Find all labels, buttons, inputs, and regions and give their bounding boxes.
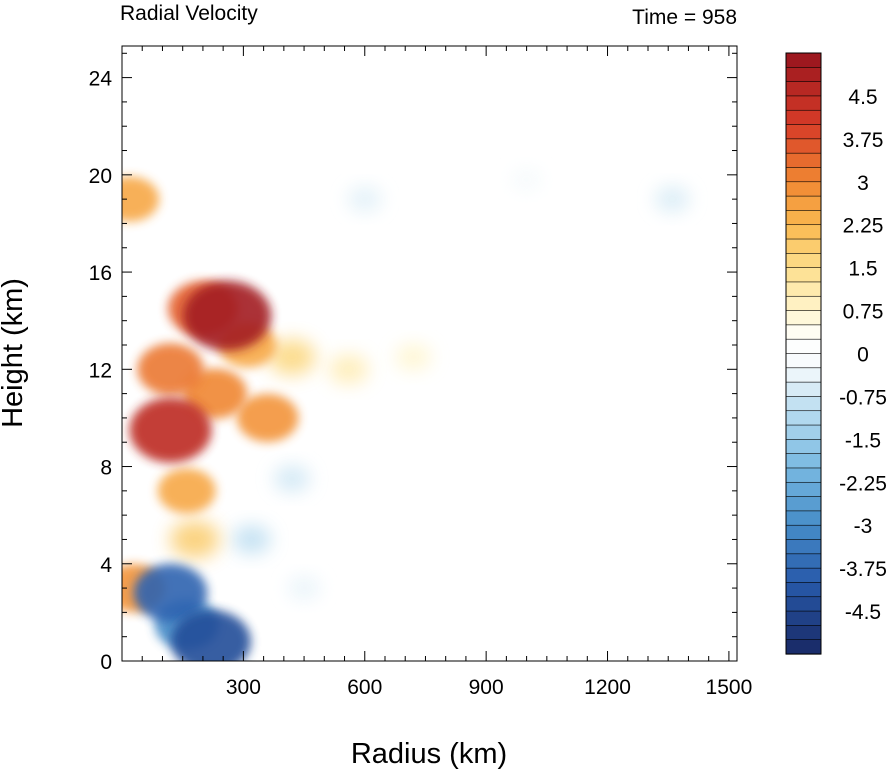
colorbar-swatch bbox=[785, 195, 822, 212]
colorbar-swatch bbox=[785, 610, 822, 626]
heatmap-cell bbox=[273, 465, 311, 493]
colorbar-swatch bbox=[785, 267, 822, 283]
heatmap-field bbox=[122, 168, 690, 661]
colorbar-label: 3.75 bbox=[843, 129, 884, 152]
colorbar-label: -3.75 bbox=[839, 558, 887, 581]
colorbar-swatch bbox=[785, 539, 822, 555]
heatmap-cell bbox=[232, 524, 271, 554]
colorbar-label: -4.5 bbox=[845, 601, 881, 624]
heatmap-cell bbox=[122, 176, 160, 222]
y-tick-label: 24 bbox=[89, 68, 113, 91]
colorbar-swatch bbox=[785, 238, 822, 254]
colorbar-swatch bbox=[785, 367, 822, 383]
colorbar-swatch bbox=[785, 639, 822, 655]
colorbar-swatch bbox=[785, 567, 822, 584]
heatmap-cell bbox=[137, 343, 204, 396]
colorbar-swatch bbox=[785, 210, 822, 226]
x-tick-label: 1500 bbox=[706, 676, 753, 699]
colorbar-swatch bbox=[785, 381, 822, 398]
heatmap-cell bbox=[129, 397, 212, 463]
colorbar-swatch bbox=[785, 353, 822, 369]
colorbar-label: 1.5 bbox=[848, 258, 877, 281]
heatmap-cell bbox=[287, 576, 321, 601]
colorbar-swatch bbox=[785, 467, 822, 483]
axis-ticks: 300 600 900 1200 1500 0 4 8 12 16 20 24 bbox=[89, 46, 753, 699]
heatmap-cell bbox=[347, 186, 382, 212]
colorbar-label: -0.75 bbox=[839, 386, 887, 409]
heatmap-cell bbox=[133, 563, 208, 622]
y-axis-label: Height (km) bbox=[0, 278, 29, 428]
heatmap-cell bbox=[170, 520, 220, 559]
colorbar-swatch bbox=[785, 67, 822, 83]
colorbar-swatch bbox=[785, 109, 822, 126]
x-tick-label: 300 bbox=[226, 676, 261, 699]
colorbar-swatch bbox=[785, 439, 822, 455]
colorbar-swatch bbox=[785, 295, 822, 312]
heatmap-cell bbox=[157, 468, 216, 514]
heatmap-cell bbox=[183, 280, 272, 351]
colorbar-label: -1.5 bbox=[845, 429, 881, 452]
heatmap-cell bbox=[268, 339, 316, 376]
colorbar-label: -3 bbox=[854, 515, 873, 538]
chart-subtitle: Time = 958 bbox=[632, 6, 737, 29]
x-tick-label: 900 bbox=[469, 676, 504, 699]
colorbar-swatch bbox=[785, 167, 822, 183]
colorbar-swatch bbox=[785, 625, 822, 641]
colorbar-swatch bbox=[785, 338, 822, 355]
y-tick-label: 8 bbox=[100, 457, 112, 480]
heatmap-cell bbox=[654, 186, 690, 213]
colorbar-swatch bbox=[785, 582, 822, 598]
x-tick-label: 600 bbox=[347, 676, 382, 699]
colorbar-label: 3 bbox=[857, 172, 869, 195]
colorbar-swatch bbox=[785, 124, 822, 140]
plot-frame bbox=[121, 45, 738, 662]
colorbar-swatch bbox=[785, 281, 822, 297]
colorbar-swatch bbox=[785, 553, 822, 569]
heatmap-cell bbox=[511, 168, 543, 191]
y-tick-label: 0 bbox=[100, 651, 112, 674]
colorbar-swatch bbox=[785, 138, 822, 154]
heatmap-cell bbox=[395, 343, 432, 371]
colorbar-swatch bbox=[785, 310, 822, 326]
chart-title: Radial Velocity bbox=[120, 2, 258, 25]
heatmap-cell bbox=[328, 354, 369, 385]
colorbar-frame bbox=[785, 52, 822, 655]
y-tick-label: 16 bbox=[89, 262, 112, 285]
colorbar-swatch bbox=[785, 596, 822, 612]
colorbar-swatch bbox=[785, 324, 822, 340]
colorbar-swatch bbox=[785, 224, 822, 240]
colorbar-label: -2.25 bbox=[839, 472, 887, 495]
colorbar-label: 4.5 bbox=[848, 86, 877, 109]
colorbar-swatch bbox=[785, 396, 822, 412]
colorbar-swatch bbox=[785, 181, 822, 197]
colorbar-swatch bbox=[785, 81, 822, 97]
heatmap-cell bbox=[236, 393, 299, 442]
colorbar-swatch bbox=[785, 496, 822, 512]
colorbar-label: 2.25 bbox=[843, 215, 884, 238]
colorbar-label: 0.75 bbox=[843, 301, 884, 324]
heatmap-cell bbox=[171, 610, 251, 661]
colorbar-swatch bbox=[785, 481, 822, 498]
x-tick-label: 1200 bbox=[584, 676, 631, 699]
colorbar-swatch bbox=[785, 152, 822, 169]
colorbar-swatch bbox=[785, 52, 822, 68]
colorbar-swatch bbox=[785, 410, 822, 426]
colorbar-swatch bbox=[785, 424, 822, 440]
colorbar-swatch bbox=[785, 453, 822, 469]
y-tick-label: 12 bbox=[89, 359, 112, 382]
colorbar-swatch bbox=[785, 253, 822, 269]
colorbar-swatch bbox=[785, 510, 822, 526]
colorbar: 4.5 3.75 3 2.25 1.5 0.75 0 -0.75 -1.5 -2.25 -3 -3.7… bbox=[785, 52, 887, 655]
colorbar-label: 0 bbox=[857, 344, 869, 367]
x-axis-label: Radius (km) bbox=[351, 738, 507, 770]
y-tick-label: 4 bbox=[100, 554, 112, 577]
colorbar-swatch bbox=[785, 95, 822, 111]
y-tick-label: 20 bbox=[89, 165, 112, 188]
colorbar-swatch bbox=[785, 524, 822, 541]
